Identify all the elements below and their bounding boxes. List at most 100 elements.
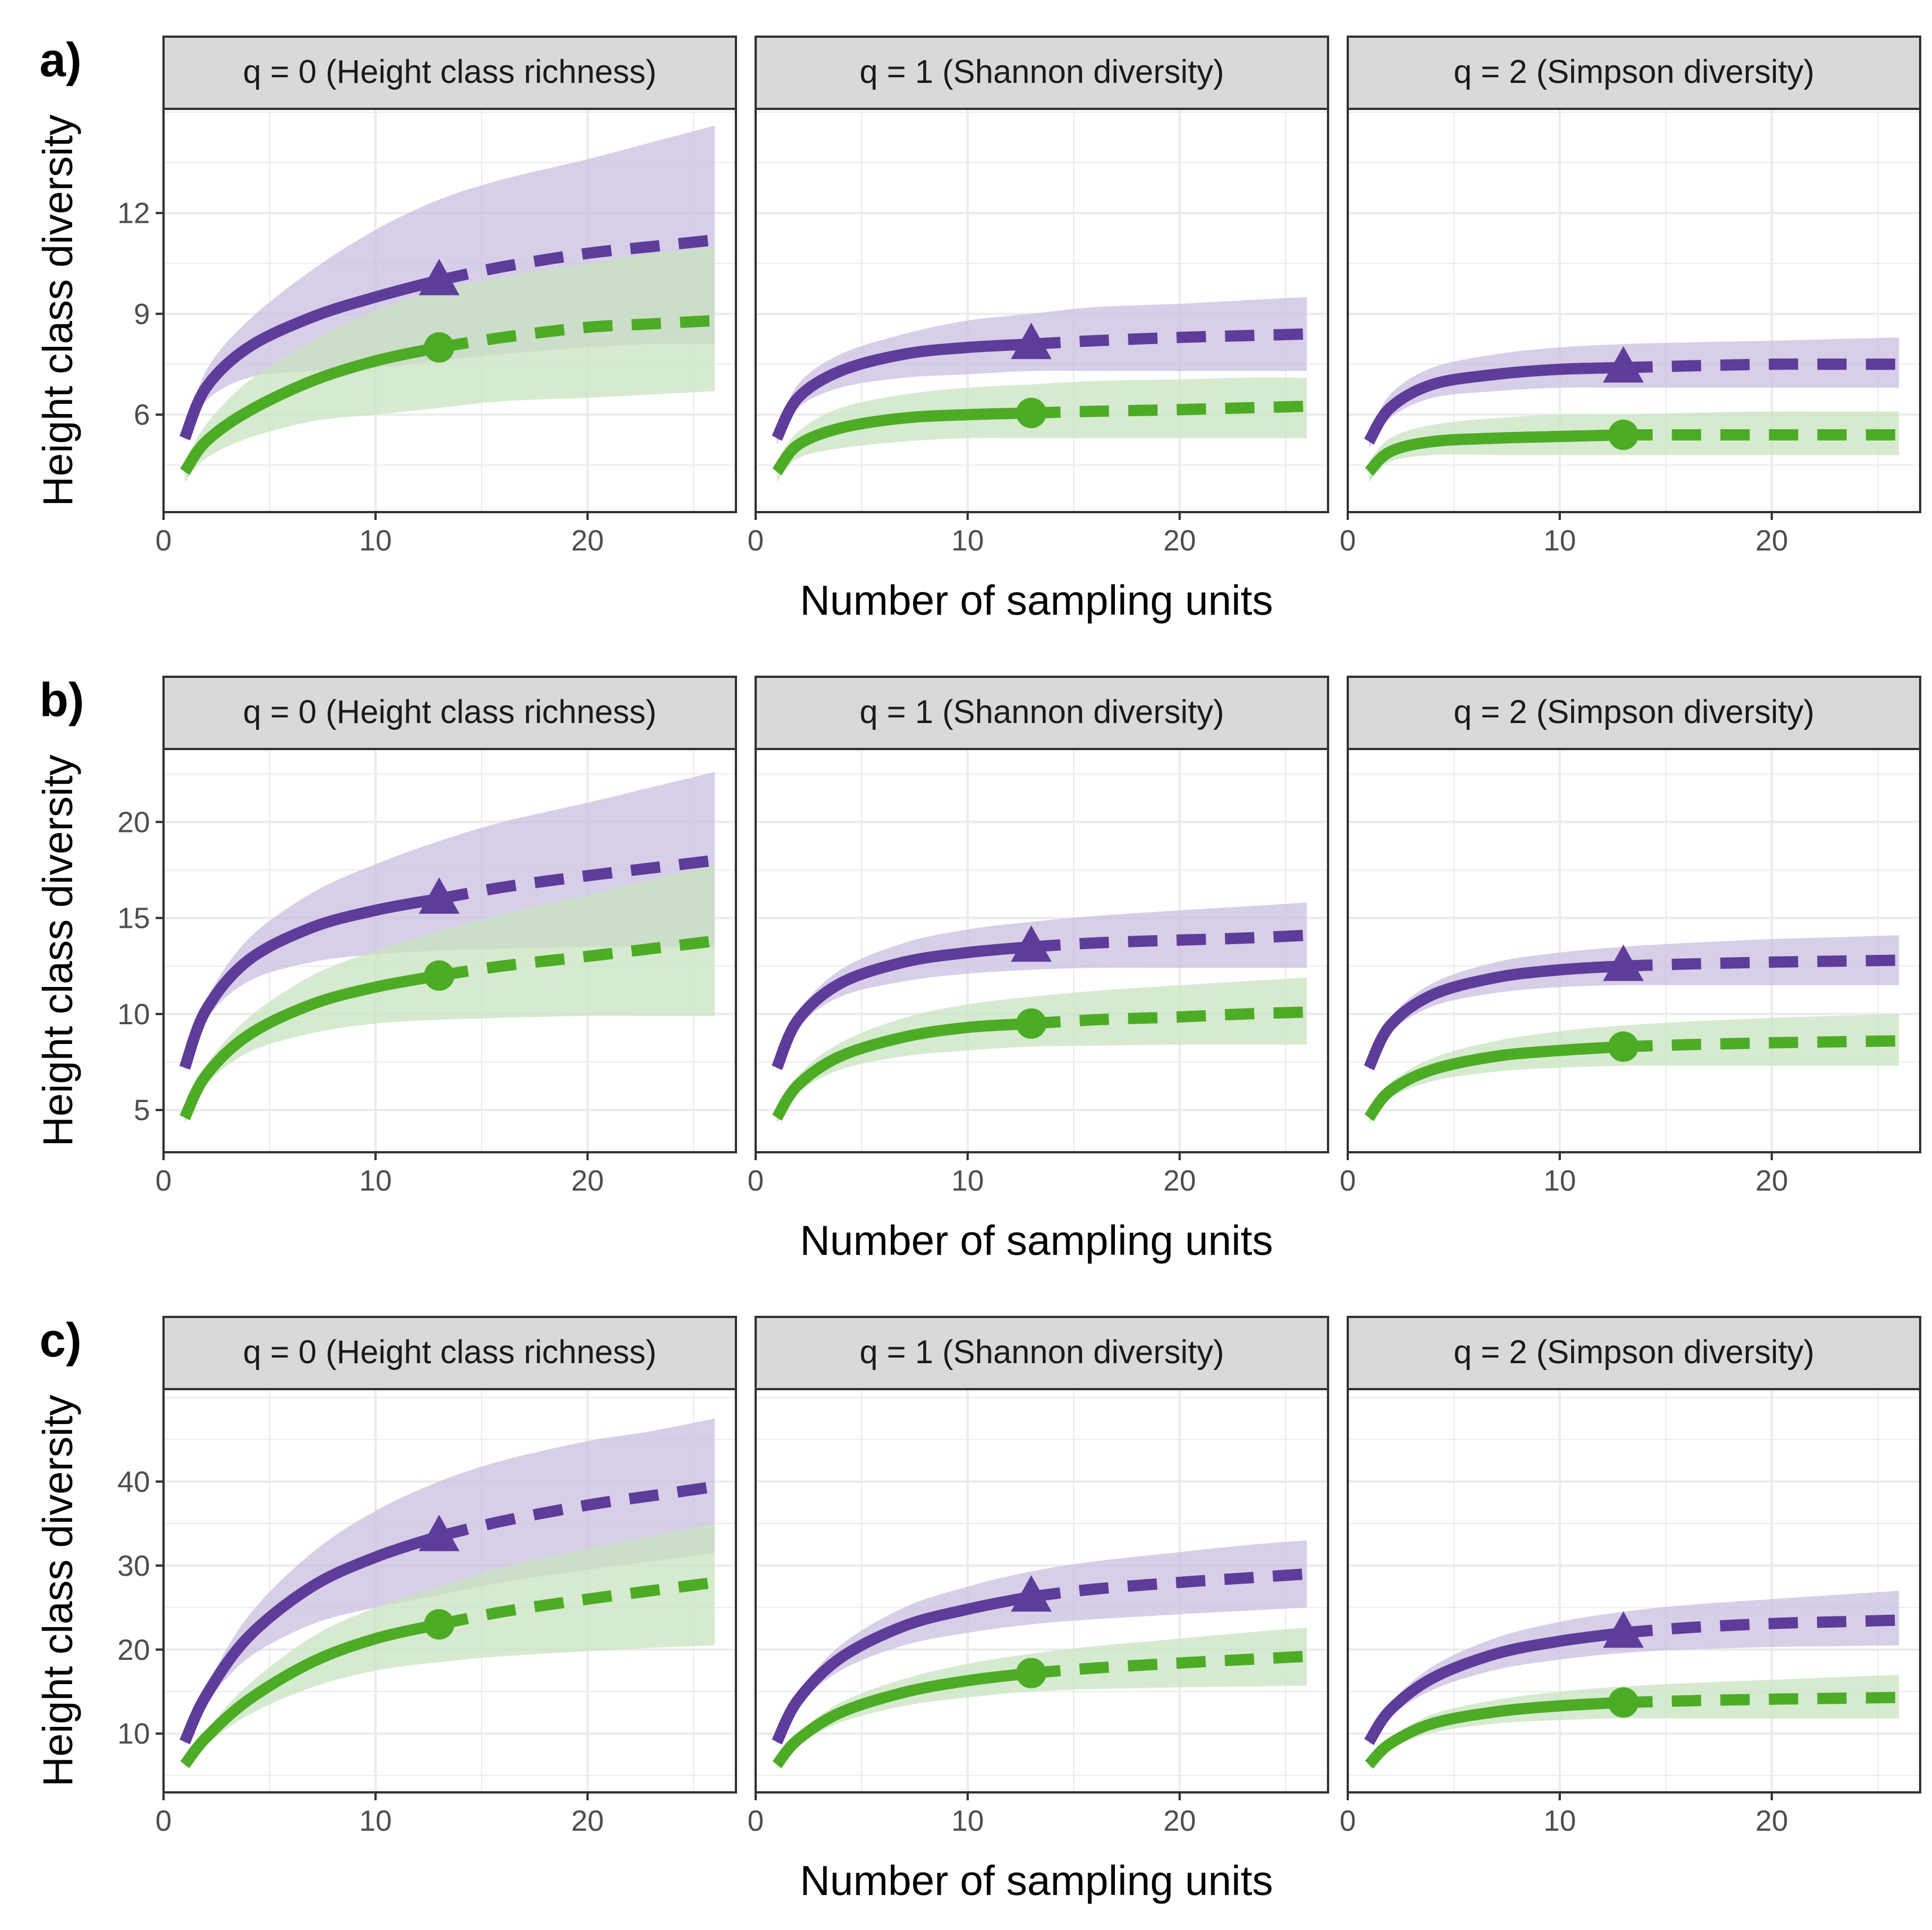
green-extrapolated-line	[1031, 1006, 1307, 1029]
facet-title: q = 0 (Height class richness)	[243, 1334, 656, 1371]
x-tick-label: 20	[1163, 1165, 1196, 1197]
purple-extrapolated-line	[438, 1480, 716, 1542]
x-tick-label: 20	[1755, 1805, 1788, 1838]
facet-title: q = 1 (Shannon diversity)	[859, 1334, 1224, 1371]
y-axis-title: Height class diversity	[34, 1395, 81, 1787]
green-reference-marker	[424, 1609, 455, 1640]
facet-strip	[1347, 676, 1921, 750]
green-interpolated-line	[772, 407, 1031, 475]
x-tick-label: 20	[571, 1805, 604, 1838]
facet-strip	[755, 676, 1329, 750]
green-interpolated-line	[180, 342, 440, 475]
purple-reference-marker	[1011, 323, 1052, 359]
purple-confidence-band	[777, 297, 1307, 445]
green-reference-marker	[1016, 1008, 1047, 1039]
y-tick-label: 10	[117, 998, 150, 1031]
row-1: b) Height class diversity Number of sampli…	[34, 673, 1921, 1264]
x-axis-title: Number of sampling units	[800, 1857, 1273, 1904]
plot-content	[1364, 1590, 1899, 1769]
green-extrapolated-line	[438, 1576, 716, 1630]
facet-title: q = 2 (Simpson diversity)	[1454, 54, 1815, 90]
x-tick-label: 10	[951, 525, 984, 557]
purple-confidence-band	[184, 772, 715, 1072]
purple-interpolated-line	[771, 338, 1032, 441]
purple-extrapolated-line	[438, 854, 716, 905]
x-tick-label: 10	[1543, 1805, 1576, 1838]
panel-border	[755, 748, 1329, 1153]
facet-panel: q = 0 (Height class richness) 0 10 20 6 9 12	[117, 36, 737, 557]
y-axis-title: Height class diversity	[34, 114, 81, 506]
plot-content	[179, 1418, 716, 1769]
facet-strip	[755, 1316, 1329, 1390]
panel-border	[1347, 108, 1921, 513]
row-2: c) Height class diversity Number of sampli…	[34, 1314, 1921, 1904]
panel-border	[162, 1388, 737, 1794]
green-reference-marker	[424, 960, 455, 991]
green-extrapolated-line	[1031, 400, 1307, 419]
green-confidence-band	[777, 1628, 1307, 1769]
purple-reference-marker	[418, 1514, 460, 1552]
purple-extrapolated-line	[1031, 328, 1307, 350]
y-tick-label: 15	[117, 902, 150, 935]
facet-panel: q = 0 (Height class richness) 0 10 20 5 10 15 2…	[117, 676, 737, 1197]
green-interpolated-line	[179, 970, 440, 1121]
green-reference-marker	[1608, 1687, 1639, 1718]
green-reference-marker	[1608, 1031, 1639, 1062]
purple-interpolated-line	[179, 893, 440, 1070]
panel-border	[162, 108, 737, 513]
facet-panel: q = 2 (Simpson diversity) 0 10 20	[1340, 676, 1921, 1197]
x-tick-label: 20	[571, 525, 604, 557]
purple-extrapolated-line	[1623, 954, 1899, 972]
x-tick-label: 10	[951, 1805, 984, 1838]
facet-strip	[755, 36, 1329, 110]
plot-content	[771, 902, 1307, 1123]
x-tick-label: 20	[1163, 1805, 1196, 1838]
x-tick-label: 10	[1543, 1165, 1576, 1197]
purple-reference-marker	[418, 258, 460, 296]
x-tick-label: 0	[748, 525, 764, 557]
purple-extrapolated-line	[1623, 358, 1899, 373]
green-interpolated-line	[772, 1667, 1032, 1769]
purple-confidence-band	[1369, 337, 1899, 448]
panel-border	[162, 748, 737, 1153]
purple-extrapolated-line	[438, 234, 716, 286]
green-extrapolated-line	[438, 315, 715, 353]
facet-title: q = 2 (Simpson diversity)	[1454, 1334, 1815, 1371]
plot-content	[771, 297, 1307, 482]
facet-title: q = 0 (Height class richness)	[243, 54, 656, 90]
green-extrapolated-line	[438, 935, 716, 981]
y-tick-label: 10	[117, 1718, 150, 1751]
purple-extrapolated-line	[1031, 929, 1307, 953]
x-tick-label: 0	[748, 1165, 764, 1197]
x-axis-title: Number of sampling units	[800, 1217, 1273, 1264]
purple-extrapolated-line	[1030, 1568, 1308, 1602]
green-reference-marker	[1016, 1658, 1047, 1689]
purple-interpolated-line	[1364, 362, 1624, 445]
panel-border	[1347, 1388, 1921, 1794]
purple-reference-marker	[1011, 1575, 1052, 1612]
facet-panel: q = 1 (Shannon diversity) 0 10 20	[748, 1316, 1329, 1838]
x-tick-label: 0	[156, 525, 172, 557]
row-0: a) Height class diversity Number of sampli…	[34, 33, 1921, 624]
y-tick-label: 40	[117, 1466, 150, 1499]
y-tick-label: 6	[134, 399, 150, 431]
facet-strip	[162, 1316, 737, 1390]
green-confidence-band	[1369, 411, 1899, 482]
x-tick-label: 10	[1543, 525, 1576, 557]
plot-content	[1364, 935, 1899, 1123]
facet-panel: q = 1 (Shannon diversity) 0 10 20	[748, 36, 1329, 557]
y-tick-label: 5	[134, 1094, 150, 1127]
facet-panel: q = 2 (Simpson diversity) 0 10 20	[1340, 1316, 1921, 1838]
x-tick-label: 20	[571, 1165, 604, 1197]
x-tick-label: 0	[748, 1805, 764, 1838]
x-tick-label: 10	[951, 1165, 984, 1197]
facet-title: q = 1 (Shannon diversity)	[859, 54, 1224, 90]
x-tick-label: 0	[156, 1165, 172, 1197]
panel-border	[755, 1388, 1329, 1794]
row-label: a)	[39, 33, 82, 86]
x-tick-label: 20	[1163, 525, 1196, 557]
purple-interpolated-line	[771, 1591, 1033, 1745]
green-confidence-band	[1369, 1014, 1899, 1123]
purple-reference-marker	[1603, 346, 1644, 383]
